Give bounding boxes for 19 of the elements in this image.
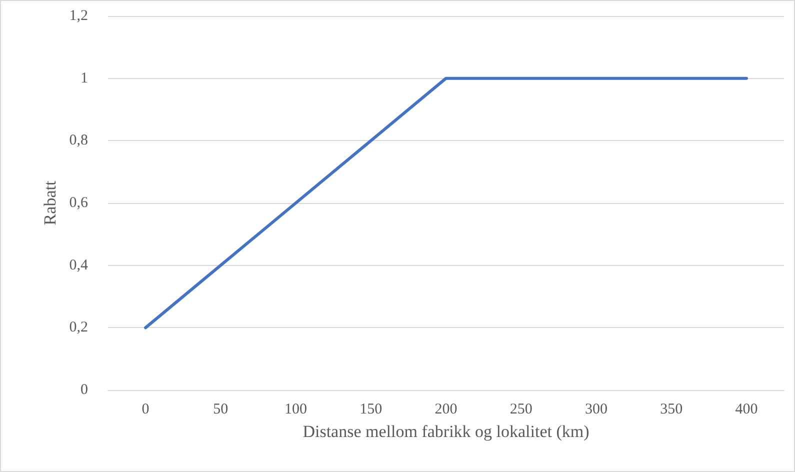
y-tick-label: 0,8 xyxy=(69,132,88,149)
x-tick-label: 100 xyxy=(284,402,308,418)
y-tick-label: 1 xyxy=(80,70,88,86)
x-tick-label: 400 xyxy=(735,402,758,418)
x-tick-label: 350 xyxy=(660,402,683,418)
x-tick-label: 300 xyxy=(584,402,608,418)
y-tick-label: 0,6 xyxy=(69,195,88,211)
x-tick-label: 200 xyxy=(434,402,458,418)
x-tick-label: 0 xyxy=(142,402,150,418)
x-tick-label: 150 xyxy=(360,402,382,418)
y-tick-label: 0,2 xyxy=(69,320,88,336)
x-tick-label: 50 xyxy=(213,402,228,418)
x-tick-label: 250 xyxy=(510,402,532,418)
y-tick-label: 0,4 xyxy=(69,257,88,274)
x-axis-title: Distanse mellom fabrikk og lokalitet (km) xyxy=(302,422,590,441)
y-axis-title: Rabatt xyxy=(40,180,60,226)
y-tick-label: 0 xyxy=(80,382,88,398)
y-tick-label: 1,2 xyxy=(69,8,88,24)
line-series xyxy=(144,76,748,330)
